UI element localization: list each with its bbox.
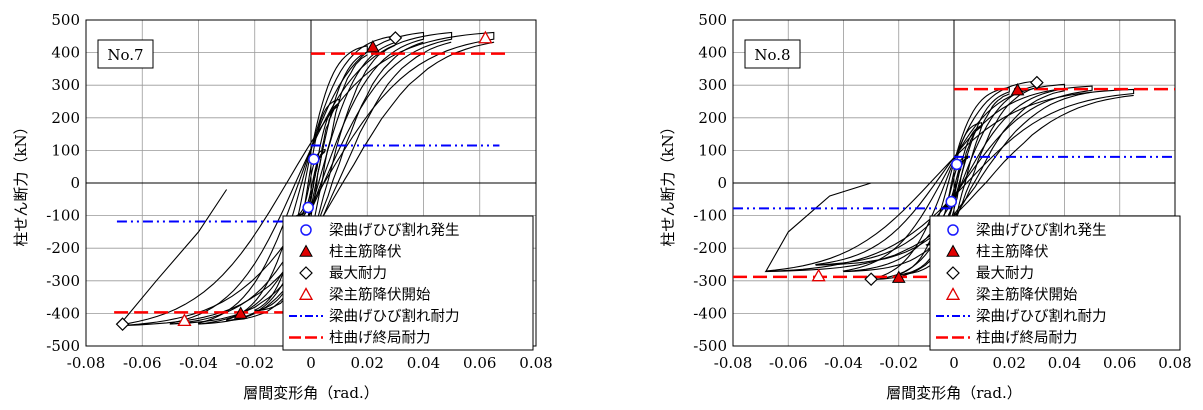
y-tick-label: 500 (51, 11, 80, 29)
x-tick-label: -0.02 (880, 354, 918, 372)
legend-box (282, 215, 534, 351)
chart-panel-2: -0.08 -0.06 -0.04 -0.02 0 0.02 0.04 0.06 0.08 500… (659, 11, 1192, 402)
legend-entry: 梁曲げひび割れ耐力 (329, 308, 460, 325)
y-tick-label: -200 (46, 239, 80, 257)
final-unload-curve (119, 189, 228, 326)
hysteresis-loop (295, 148, 326, 217)
x-tick-label: 0.02 (351, 354, 384, 372)
max-strength-marker (864, 272, 878, 287)
y-tick-label: -500 (46, 337, 80, 355)
beam-rebar-yield-marker (298, 287, 314, 300)
beam-rebar-yield-marker (811, 268, 826, 282)
beam-crack-marker (951, 158, 963, 171)
legend-entry: 柱主筋降伏 (976, 244, 1049, 261)
y-tick-label: 0 (70, 174, 80, 192)
legend-entry: 梁曲げひび割れ耐力 (976, 308, 1107, 325)
chart-panel-1: -0.08 -0.06 -0.04 -0.02 0 0.02 0.04 0.06 0.08 500… (12, 11, 553, 402)
max-strength-marker (388, 31, 403, 45)
y-tick-label: -100 (46, 207, 80, 225)
y-tick-label: -100 (693, 207, 727, 225)
max-strength-marker (299, 266, 313, 280)
y-tick-label: 200 (698, 109, 727, 127)
y-tick-label: 500 (698, 11, 727, 29)
beam-crack-marker (308, 153, 320, 165)
y-axis-label: 柱せん断力（kN） (12, 119, 30, 246)
x-axis-label: 層間変形角（rad.） (886, 384, 1021, 402)
column-rebar-yield-marker (891, 270, 906, 283)
y-tick-label: -400 (693, 304, 727, 322)
x-axis-label: 層間変形角（rad.） (243, 384, 378, 402)
x-tick-label: 0.04 (1048, 354, 1081, 372)
max-strength-marker (115, 317, 130, 332)
x-tick-label: -0.04 (824, 354, 862, 372)
panel-label-box (97, 39, 154, 69)
x-tick-label: 0 (306, 354, 316, 372)
y-tick-label: 300 (51, 76, 80, 94)
max-strength-marker (1030, 75, 1044, 90)
legend-box (929, 215, 1181, 351)
y-tick-label: 100 (698, 141, 727, 159)
x-tick-label: 0 (949, 354, 959, 372)
x-tick-label: 0.06 (1103, 354, 1136, 372)
x-tick-label: -0.04 (179, 354, 217, 372)
x-tick-label: 0.08 (1158, 354, 1191, 372)
final-unload-curve (765, 182, 872, 272)
y-tick-label: 200 (51, 109, 80, 127)
y-axis-label: 柱せん断力（kN） (659, 119, 677, 246)
beam-crack-marker (302, 201, 314, 214)
column-rebar-yield-marker (233, 306, 248, 319)
x-tick-label: -0.08 (67, 354, 105, 372)
legend-entry: 梁主筋降伏開始 (329, 287, 431, 304)
column-rebar-yield-marker (299, 244, 313, 257)
beam-rebar-yield-marker (478, 30, 493, 44)
x-tick-label: 0.04 (407, 354, 440, 372)
x-tick-label: -0.06 (123, 354, 161, 372)
column-rebar-yield-marker (366, 40, 380, 53)
legend-entry: 柱主筋降伏 (329, 244, 402, 261)
x-tick-label: 0.02 (993, 354, 1026, 372)
beam-crack-marker (300, 224, 312, 236)
beam-rebar-yield-marker (945, 287, 961, 300)
legend-entry: 最大耐力 (976, 265, 1034, 282)
legend-entry: 柱曲げ終局耐力 (329, 330, 431, 347)
y-tick-label: 400 (51, 44, 80, 62)
x-tick-label: -0.06 (769, 354, 807, 372)
beam-crack-marker (947, 224, 959, 236)
panel-label-box (744, 39, 801, 69)
x-tick-label: -0.08 (714, 354, 752, 372)
y-tick-label: 300 (698, 76, 727, 94)
y-tick-label: 100 (51, 141, 80, 159)
y-tick-label: -400 (46, 304, 80, 322)
column-rebar-yield-marker (1010, 83, 1025, 96)
x-tick-label: 0.06 (463, 354, 496, 372)
legend-entry: 梁主筋降伏開始 (976, 287, 1078, 304)
y-tick-label: -200 (693, 239, 727, 257)
y-tick-label: 400 (698, 44, 727, 62)
x-tick-label: 0.08 (519, 354, 552, 372)
max-strength-marker (946, 266, 960, 280)
y-tick-label: -500 (693, 337, 727, 355)
legend-entry: 梁曲げひび割れ発生 (329, 222, 460, 239)
panel-label: No.7 (107, 46, 143, 64)
column-rebar-yield-marker (946, 244, 960, 257)
legend-entry: 梁曲げひび割れ発生 (976, 222, 1107, 239)
panel-label: No.8 (754, 46, 790, 64)
legend-entry: 柱曲げ終局耐力 (976, 330, 1078, 347)
legend-entry: 最大耐力 (329, 265, 387, 282)
x-tick-label: -0.02 (236, 354, 274, 372)
y-tick-label: -300 (693, 272, 727, 290)
y-tick-label: -300 (46, 272, 80, 290)
beam-crack-marker (945, 195, 957, 208)
y-tick-label: 0 (717, 174, 727, 192)
beam-rebar-yield-marker (177, 313, 192, 327)
